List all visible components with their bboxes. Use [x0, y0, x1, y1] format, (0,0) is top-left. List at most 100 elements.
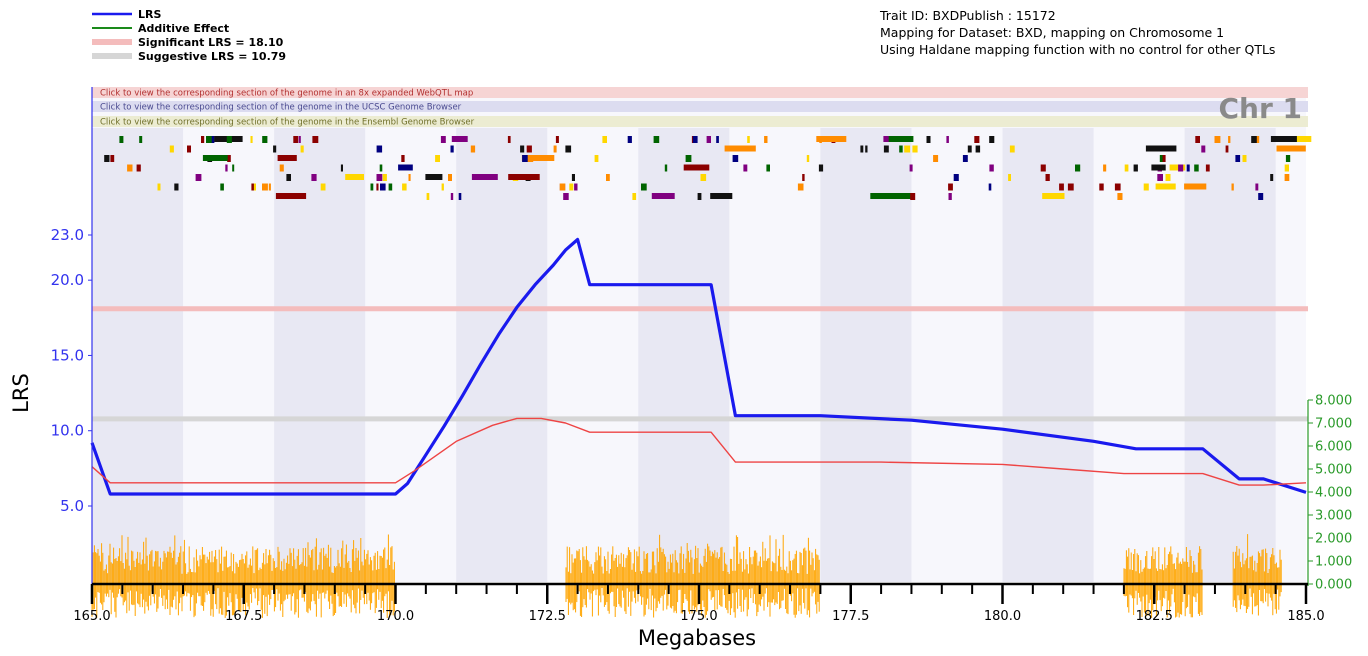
gene-glyph[interactable] [1178, 164, 1184, 172]
gene-glyph[interactable] [526, 145, 532, 153]
gene-glyph[interactable] [379, 164, 383, 172]
gene-glyph[interactable] [651, 193, 675, 199]
ucsc-browser-link-text[interactable]: Click to view the corresponding section … [100, 103, 462, 113]
gene-glyph[interactable] [139, 136, 143, 143]
gene-glyph[interactable] [653, 136, 660, 143]
gene-glyph[interactable] [1251, 136, 1257, 143]
gene-glyph[interactable] [1284, 174, 1290, 181]
gene-glyph[interactable] [1255, 183, 1259, 191]
gene-glyph[interactable] [565, 145, 572, 153]
gene-glyph[interactable] [470, 145, 476, 153]
gene-glyph[interactable] [250, 136, 253, 143]
gene-glyph[interactable] [507, 136, 511, 143]
gene-glyph[interactable] [471, 174, 498, 180]
gene-glyph[interactable] [1124, 164, 1129, 172]
gene-glyph[interactable] [450, 193, 454, 200]
gene-glyph[interactable] [426, 193, 430, 200]
gene-glyph[interactable] [1258, 193, 1264, 200]
gene-glyph[interactable] [273, 145, 277, 153]
gene-glyph[interactable] [1205, 164, 1210, 172]
gene-glyph[interactable] [1099, 183, 1104, 191]
gene-glyph[interactable] [1157, 174, 1163, 181]
gene-glyph[interactable] [1169, 164, 1186, 171]
gene-glyph[interactable] [232, 164, 235, 172]
gene-glyph[interactable] [104, 155, 110, 162]
gene-glyph[interactable] [401, 155, 405, 162]
gene-glyph[interactable] [1235, 155, 1241, 162]
gene-glyph[interactable] [206, 136, 212, 143]
gene-glyph[interactable] [555, 136, 559, 143]
gene-glyph[interactable] [195, 174, 202, 181]
gene-glyph[interactable] [574, 183, 578, 191]
gene-glyph[interactable] [262, 183, 268, 191]
gene-glyph[interactable] [127, 164, 133, 172]
gene-glyph[interactable] [1042, 193, 1065, 199]
gene-glyph[interactable] [262, 136, 268, 143]
gene-glyph[interactable] [279, 164, 284, 172]
gene-glyph[interactable] [380, 183, 386, 191]
gene-glyph[interactable] [962, 155, 968, 162]
gene-glyph[interactable] [508, 174, 540, 180]
gene-glyph[interactable] [933, 155, 939, 162]
gene-glyph[interactable] [376, 183, 379, 191]
gene-glyph[interactable] [1270, 136, 1297, 142]
gene-glyph[interactable] [277, 155, 297, 161]
gene-glyph[interactable] [724, 145, 756, 152]
gene-glyph[interactable] [764, 136, 768, 143]
gene-glyph[interactable] [1009, 145, 1015, 153]
gene-glyph[interactable] [1165, 174, 1171, 181]
expanded-map-link[interactable] [92, 87, 1308, 98]
gene-glyph[interactable] [1159, 155, 1165, 162]
gene-glyph[interactable] [975, 145, 981, 153]
gene-glyph[interactable] [345, 174, 364, 180]
gene-glyph[interactable] [1255, 136, 1260, 143]
gene-glyph[interactable] [1194, 164, 1199, 172]
gene-glyph[interactable] [912, 145, 918, 153]
gene-glyph[interactable] [226, 136, 232, 143]
gene-glyph[interactable] [1045, 174, 1050, 181]
gene-glyph[interactable] [1145, 145, 1177, 152]
gene-glyph[interactable] [641, 183, 647, 191]
gene-glyph[interactable] [340, 164, 343, 172]
gene-glyph[interactable] [797, 183, 804, 191]
gene-glyph[interactable] [388, 183, 393, 191]
gene-glyph[interactable] [187, 145, 191, 153]
gene-glyph[interactable] [402, 183, 407, 191]
gene-glyph[interactable] [1276, 145, 1306, 152]
gene-glyph[interactable] [888, 136, 914, 142]
gene-glyph[interactable] [286, 174, 291, 181]
gene-glyph[interactable] [883, 145, 889, 153]
gene-glyph[interactable] [569, 183, 574, 191]
gene-glyph[interactable] [988, 183, 992, 191]
gene-glyph[interactable] [1228, 136, 1231, 143]
gene-glyph[interactable] [1075, 164, 1081, 172]
gene-glyph[interactable] [376, 174, 383, 181]
gene-glyph[interactable] [1067, 183, 1074, 191]
gene-glyph[interactable] [632, 193, 637, 200]
gene-glyph[interactable] [865, 145, 868, 153]
gene-glyph[interactable] [169, 145, 174, 153]
gene-glyph[interactable] [320, 183, 326, 191]
gene-glyph[interactable] [201, 136, 205, 143]
gene-glyph[interactable] [664, 164, 668, 172]
gene-glyph[interactable] [1270, 174, 1274, 181]
gene-glyph[interactable] [1059, 183, 1064, 191]
gene-glyph[interactable] [440, 136, 446, 143]
gene-glyph[interactable] [967, 145, 972, 153]
gene-glyph[interactable] [974, 136, 980, 143]
gene-glyph[interactable] [700, 174, 707, 181]
gene-glyph[interactable] [1186, 164, 1190, 172]
gene-glyph[interactable] [860, 145, 864, 153]
gene-glyph[interactable] [926, 136, 931, 143]
gene-glyph[interactable] [1225, 145, 1229, 153]
gene-glyph[interactable] [1040, 164, 1046, 172]
gene-glyph[interactable] [989, 164, 994, 172]
gene-glyph[interactable] [818, 164, 824, 172]
gene-glyph[interactable] [602, 136, 607, 143]
gene-glyph[interactable] [382, 174, 387, 181]
gene-glyph[interactable] [606, 174, 610, 181]
gene-glyph[interactable] [110, 155, 115, 162]
gene-glyph[interactable] [806, 155, 810, 162]
gene-glyph[interactable] [300, 145, 304, 153]
gene-glyph[interactable] [425, 174, 443, 180]
